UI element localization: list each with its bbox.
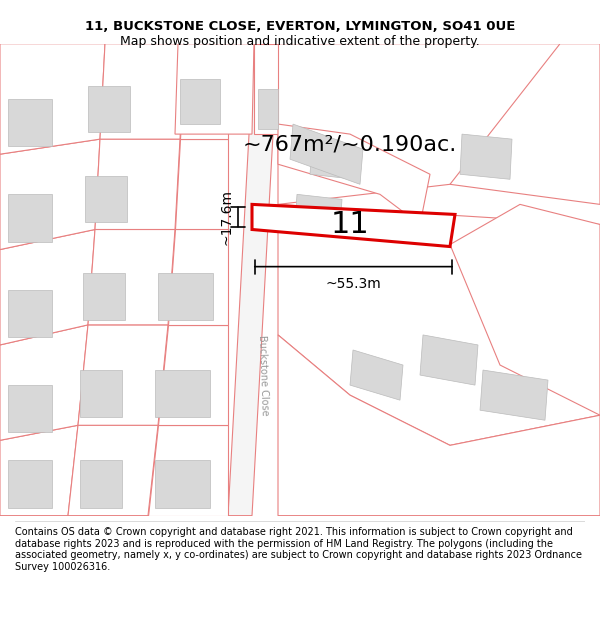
- Text: Contains OS data © Crown copyright and database right 2021. This information is : Contains OS data © Crown copyright and d…: [15, 527, 582, 572]
- Text: ~17.6m: ~17.6m: [220, 189, 234, 245]
- Text: ~55.3m: ~55.3m: [326, 277, 382, 291]
- Polygon shape: [450, 204, 600, 415]
- Polygon shape: [310, 144, 357, 179]
- Text: ~767m²/~0.190ac.: ~767m²/~0.190ac.: [243, 134, 457, 154]
- Polygon shape: [350, 350, 403, 400]
- Polygon shape: [228, 44, 278, 516]
- Polygon shape: [88, 229, 175, 325]
- Polygon shape: [158, 272, 213, 320]
- Polygon shape: [0, 229, 95, 345]
- Text: 11, BUCKSTONE CLOSE, EVERTON, LYMINGTON, SO41 0UE: 11, BUCKSTONE CLOSE, EVERTON, LYMINGTON,…: [85, 21, 515, 33]
- Polygon shape: [100, 44, 185, 139]
- Polygon shape: [450, 44, 600, 204]
- Polygon shape: [252, 204, 455, 246]
- Polygon shape: [180, 44, 228, 139]
- Polygon shape: [278, 335, 600, 516]
- Text: Buckstone Close: Buckstone Close: [257, 334, 269, 416]
- Polygon shape: [420, 335, 478, 385]
- Polygon shape: [175, 44, 254, 134]
- Polygon shape: [8, 385, 52, 432]
- Polygon shape: [175, 139, 228, 229]
- Polygon shape: [278, 204, 600, 446]
- Polygon shape: [278, 44, 560, 204]
- Polygon shape: [290, 124, 363, 184]
- Polygon shape: [95, 139, 180, 229]
- Polygon shape: [258, 89, 278, 129]
- Polygon shape: [8, 99, 52, 146]
- Polygon shape: [8, 461, 52, 508]
- Polygon shape: [78, 325, 168, 425]
- Polygon shape: [85, 176, 127, 222]
- Polygon shape: [295, 194, 342, 229]
- Polygon shape: [0, 325, 88, 441]
- Polygon shape: [460, 134, 512, 179]
- Polygon shape: [80, 461, 122, 508]
- Text: Map shows position and indicative extent of the property.: Map shows position and indicative extent…: [120, 35, 480, 48]
- Polygon shape: [8, 194, 52, 241]
- Polygon shape: [155, 461, 210, 508]
- Polygon shape: [68, 425, 158, 516]
- Polygon shape: [88, 86, 130, 132]
- Polygon shape: [168, 229, 228, 325]
- Polygon shape: [180, 79, 220, 124]
- Polygon shape: [83, 272, 125, 320]
- Polygon shape: [278, 124, 430, 224]
- Polygon shape: [158, 325, 228, 425]
- Polygon shape: [148, 425, 228, 516]
- Polygon shape: [0, 44, 105, 154]
- Polygon shape: [80, 370, 122, 418]
- Polygon shape: [0, 425, 78, 516]
- Polygon shape: [480, 370, 548, 420]
- Polygon shape: [155, 370, 210, 418]
- Text: 11: 11: [331, 210, 370, 239]
- Polygon shape: [254, 44, 278, 134]
- Polygon shape: [0, 139, 100, 249]
- Polygon shape: [8, 290, 52, 337]
